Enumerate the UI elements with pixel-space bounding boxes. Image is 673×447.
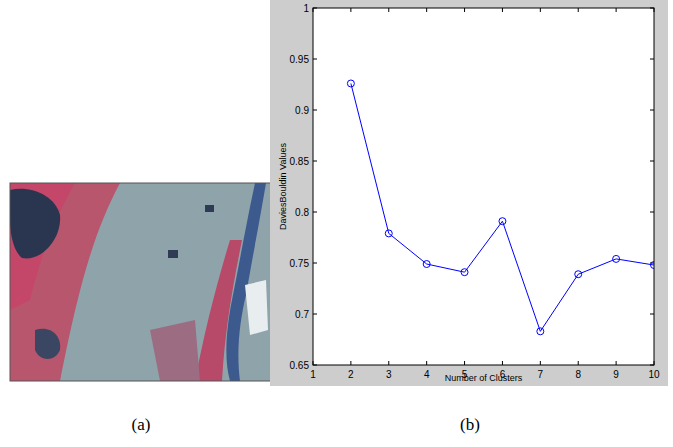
y-tick-label: 0.65 [290, 360, 310, 371]
x-tick [350, 361, 351, 365]
y-tick-label: 0.7 [295, 309, 309, 320]
y-tick [313, 161, 317, 162]
x-axis-title: Number of Clusters [445, 373, 523, 383]
lake [10, 189, 60, 259]
y-tick [313, 314, 317, 315]
y-tick [313, 110, 317, 111]
x-tick [502, 8, 503, 12]
city-ground [10, 183, 272, 381]
marker [537, 328, 544, 335]
y-tick-label: 0.95 [290, 54, 310, 65]
x-tick [426, 361, 427, 365]
y-tick [650, 212, 654, 213]
bright-area [245, 280, 268, 335]
x-tick-label: 8 [575, 369, 581, 380]
y-tick [650, 161, 654, 162]
x-tick-label: 9 [613, 369, 619, 380]
marker [651, 262, 655, 269]
y-tick [313, 212, 317, 213]
y-tick-label: 0.85 [290, 156, 310, 167]
x-tick [388, 8, 389, 12]
x-tick-label: 4 [424, 369, 430, 380]
fields [150, 320, 200, 381]
line [351, 83, 654, 331]
marker [499, 218, 506, 225]
y-axis-title: DaviesBouldin Values [278, 143, 288, 230]
y-tick-label: 0.9 [295, 105, 309, 116]
x-tick [540, 8, 541, 12]
marker [613, 255, 620, 262]
x-tick [388, 361, 389, 365]
y-tick [313, 263, 317, 264]
x-tick [578, 361, 579, 365]
figure: 123456789100.650.70.750.80.850.90.951Num… [0, 0, 673, 447]
y-tick-label: 0.8 [295, 207, 309, 218]
x-tick [464, 361, 465, 365]
plot-frame [313, 8, 654, 365]
y-tick-label: 1 [303, 3, 309, 14]
y-tick [313, 59, 317, 60]
pond [205, 205, 214, 212]
satellite-image [10, 183, 272, 381]
pond [168, 250, 178, 258]
marker [461, 269, 468, 276]
data-group [347, 80, 654, 335]
y-tick [650, 59, 654, 60]
x-tick-label: 10 [648, 369, 660, 380]
panel-caption: (a) [132, 415, 151, 434]
marker [347, 80, 354, 87]
vegetation [10, 183, 120, 381]
x-tick [426, 8, 427, 12]
image-frame [10, 183, 272, 381]
x-tick-label: 1 [310, 369, 316, 380]
x-tick [578, 8, 579, 12]
x-tick [350, 8, 351, 12]
panel-caption: (b) [460, 415, 480, 434]
x-tick [616, 8, 617, 12]
x-tick [616, 361, 617, 365]
vegetation [10, 183, 75, 310]
y-tick-label: 0.75 [290, 258, 310, 269]
x-tick-label: 3 [386, 369, 392, 380]
x-tick-label: 2 [348, 369, 354, 380]
figure-background [270, 0, 668, 386]
x-tick [502, 361, 503, 365]
x-tick-label: 7 [538, 369, 544, 380]
marker [575, 271, 582, 278]
lake [35, 329, 60, 359]
x-tick [464, 8, 465, 12]
plot-area [313, 8, 654, 365]
marker [423, 261, 430, 268]
marker [385, 230, 392, 237]
y-tick [650, 110, 654, 111]
y-tick [650, 314, 654, 315]
x-tick [540, 361, 541, 365]
